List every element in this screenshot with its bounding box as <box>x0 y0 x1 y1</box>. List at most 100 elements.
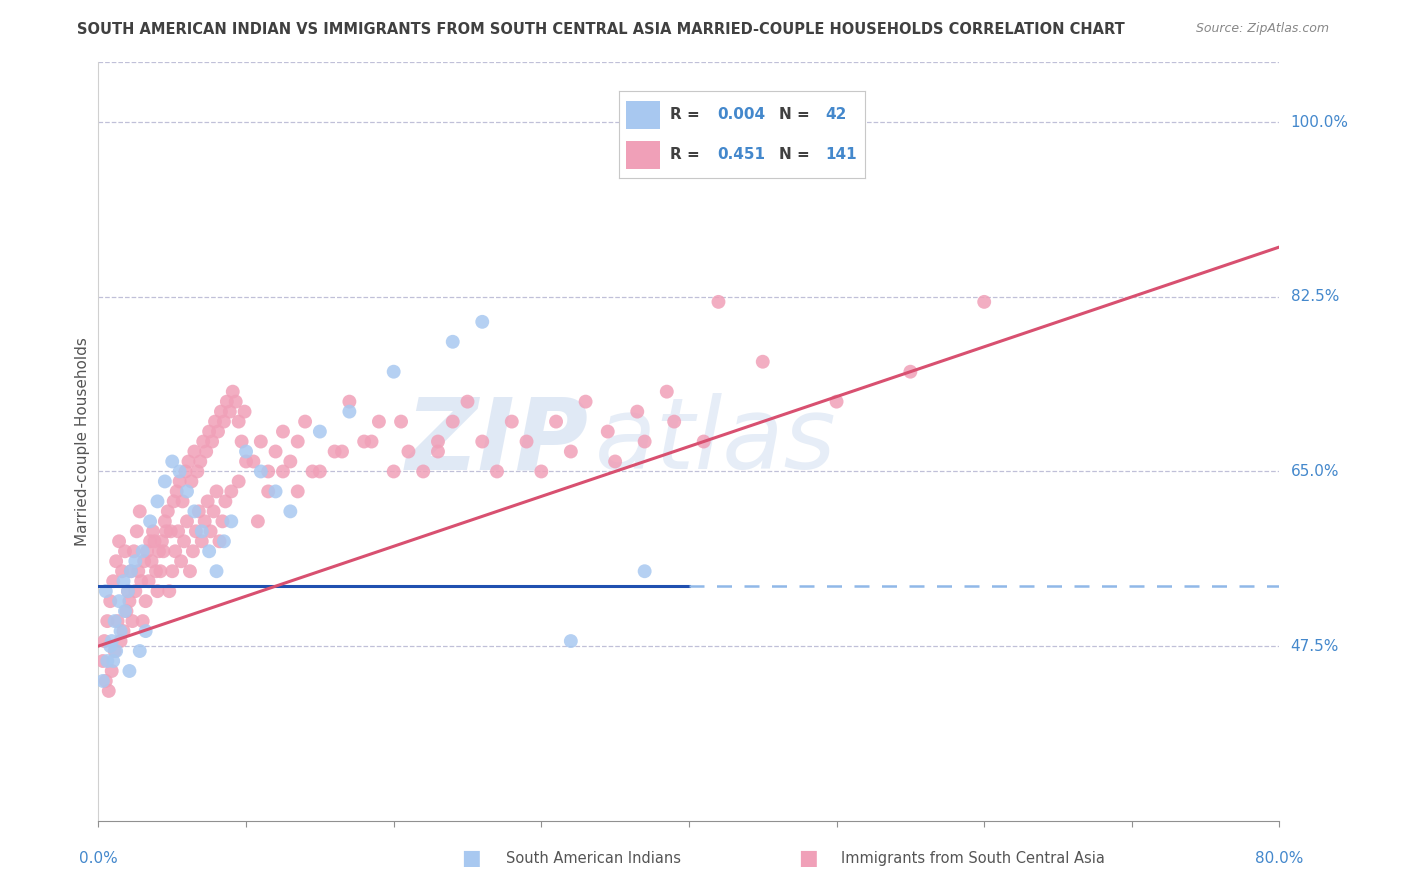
Point <box>471 315 494 329</box>
Point <box>94 673 117 688</box>
Point <box>900 365 922 379</box>
Point <box>412 465 434 479</box>
Point <box>135 624 157 639</box>
Point <box>94 584 117 599</box>
Point <box>163 494 186 508</box>
Text: 47.5%: 47.5% <box>1291 639 1339 654</box>
Point <box>180 475 202 489</box>
Point <box>575 394 598 409</box>
Point <box>193 434 215 449</box>
Point <box>235 454 257 468</box>
Text: 82.5%: 82.5% <box>1291 289 1339 304</box>
Point <box>233 404 256 418</box>
Point <box>129 574 152 589</box>
Point <box>114 604 136 618</box>
Point <box>132 544 155 558</box>
Point <box>323 444 346 458</box>
Text: R =: R = <box>671 107 706 122</box>
Point <box>194 514 217 528</box>
Point <box>546 415 568 429</box>
Point <box>139 534 162 549</box>
Point <box>98 594 121 608</box>
Point <box>486 465 509 479</box>
Point <box>471 434 494 449</box>
Point <box>212 415 235 429</box>
Point <box>108 534 131 549</box>
Point <box>191 534 214 549</box>
Point <box>172 494 194 508</box>
Point <box>560 634 582 648</box>
Point <box>165 544 187 558</box>
Point <box>212 534 235 549</box>
Point <box>110 634 132 648</box>
Point <box>250 465 273 479</box>
Point <box>176 514 198 528</box>
Point <box>98 639 121 653</box>
Text: R =: R = <box>671 147 706 162</box>
Point <box>382 465 405 479</box>
Point <box>264 484 287 499</box>
Point <box>441 334 464 349</box>
Point <box>398 444 420 458</box>
Point <box>427 444 450 458</box>
Point <box>664 415 686 429</box>
Point <box>167 524 190 539</box>
Point <box>162 454 183 468</box>
Point <box>228 475 250 489</box>
Point <box>132 614 155 628</box>
Point <box>104 614 127 628</box>
Point <box>353 434 375 449</box>
Point <box>605 454 627 468</box>
Point <box>139 514 162 528</box>
Point <box>225 394 247 409</box>
Point <box>121 614 143 628</box>
Point <box>125 524 148 539</box>
Point <box>301 465 323 479</box>
Point <box>195 444 218 458</box>
Point <box>149 564 172 578</box>
Point <box>330 444 353 458</box>
Bar <box>626 101 661 128</box>
Point <box>218 404 240 418</box>
Point <box>124 554 146 568</box>
Point <box>157 584 180 599</box>
Point <box>100 634 122 648</box>
Point <box>166 484 188 499</box>
Point <box>120 564 142 578</box>
Point <box>150 534 173 549</box>
Point <box>360 434 382 449</box>
Point <box>228 415 250 429</box>
Text: ■: ■ <box>461 848 481 868</box>
Y-axis label: Married-couple Households: Married-couple Households <box>75 337 90 546</box>
Point <box>596 425 619 439</box>
Point <box>309 425 332 439</box>
Point <box>146 584 169 599</box>
Text: 65.0%: 65.0% <box>1291 464 1339 479</box>
Point <box>159 524 181 539</box>
Point <box>204 415 226 429</box>
Text: 0.0%: 0.0% <box>79 851 118 866</box>
Point <box>134 554 156 568</box>
Point <box>200 524 222 539</box>
Text: 42: 42 <box>825 107 846 122</box>
Point <box>427 434 450 449</box>
Point <box>208 534 231 549</box>
Point <box>118 594 141 608</box>
Point <box>156 504 179 518</box>
Point <box>179 564 201 578</box>
Point <box>143 534 166 549</box>
Point <box>634 434 657 449</box>
Point <box>174 465 197 479</box>
Point <box>530 465 553 479</box>
Point <box>176 484 198 499</box>
Point <box>93 634 115 648</box>
Point <box>250 434 273 449</box>
Text: SOUTH AMERICAN INDIAN VS IMMIGRANTS FROM SOUTH CENTRAL ASIA MARRIED-COUPLE HOUSE: SOUTH AMERICAN INDIAN VS IMMIGRANTS FROM… <box>77 22 1125 37</box>
Point <box>152 544 174 558</box>
Point <box>91 654 114 668</box>
Text: N =: N = <box>779 147 814 162</box>
Point <box>693 434 716 449</box>
Point <box>201 434 224 449</box>
Point <box>100 664 122 678</box>
Point <box>309 465 332 479</box>
